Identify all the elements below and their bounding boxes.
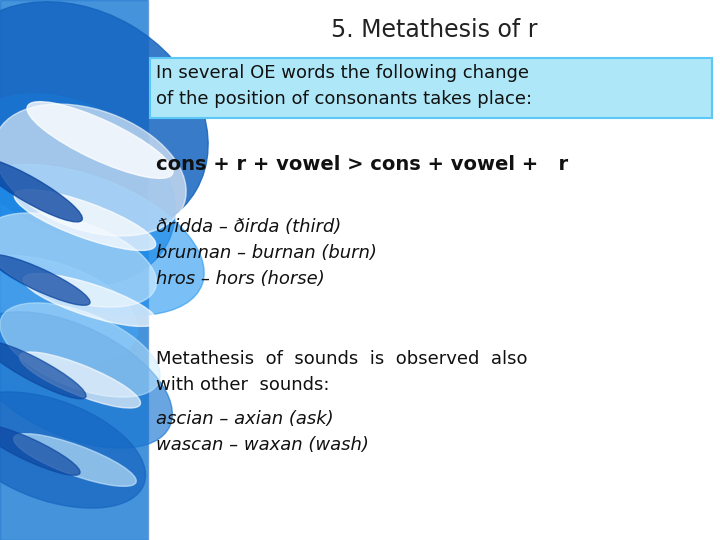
Ellipse shape (19, 352, 140, 408)
Bar (0, 0, 148, 540)
Ellipse shape (0, 255, 138, 365)
Ellipse shape (14, 190, 156, 251)
Bar (148, 0, 720, 540)
Ellipse shape (0, 104, 186, 236)
Ellipse shape (0, 303, 160, 397)
Ellipse shape (0, 165, 204, 315)
Ellipse shape (0, 94, 175, 286)
Ellipse shape (0, 2, 208, 238)
Ellipse shape (0, 255, 90, 305)
Text: of the position of consonants takes place:: of the position of consonants takes plac… (156, 90, 532, 108)
Text: ðridda – ðirda (third): ðridda – ðirda (third) (156, 218, 341, 236)
Ellipse shape (0, 158, 82, 222)
Text: ascian – axian (ask): ascian – axian (ask) (156, 410, 333, 428)
Text: brunnan – burnan (burn): brunnan – burnan (burn) (156, 244, 377, 262)
Ellipse shape (0, 424, 80, 475)
Text: cons + r + vowel > cons + vowel +   r: cons + r + vowel > cons + vowel + r (156, 155, 568, 174)
Text: Metathesis  of  sounds  is  observed  also: Metathesis of sounds is observed also (156, 350, 528, 368)
Ellipse shape (0, 341, 86, 399)
Bar (0, 0, 148, 540)
Ellipse shape (0, 213, 156, 307)
Bar (150, 58, 712, 118)
Ellipse shape (23, 274, 157, 327)
Text: hros – hors (horse): hros – hors (horse) (156, 270, 325, 288)
Ellipse shape (0, 392, 145, 508)
Text: wascan – waxan (wash): wascan – waxan (wash) (156, 436, 369, 454)
Ellipse shape (0, 312, 172, 448)
Text: 5. Metathesis of r: 5. Metathesis of r (330, 18, 537, 42)
Text: with other  sounds:: with other sounds: (156, 376, 330, 394)
Ellipse shape (27, 102, 173, 178)
Text: In several OE words the following change: In several OE words the following change (156, 64, 529, 82)
Ellipse shape (14, 434, 136, 487)
